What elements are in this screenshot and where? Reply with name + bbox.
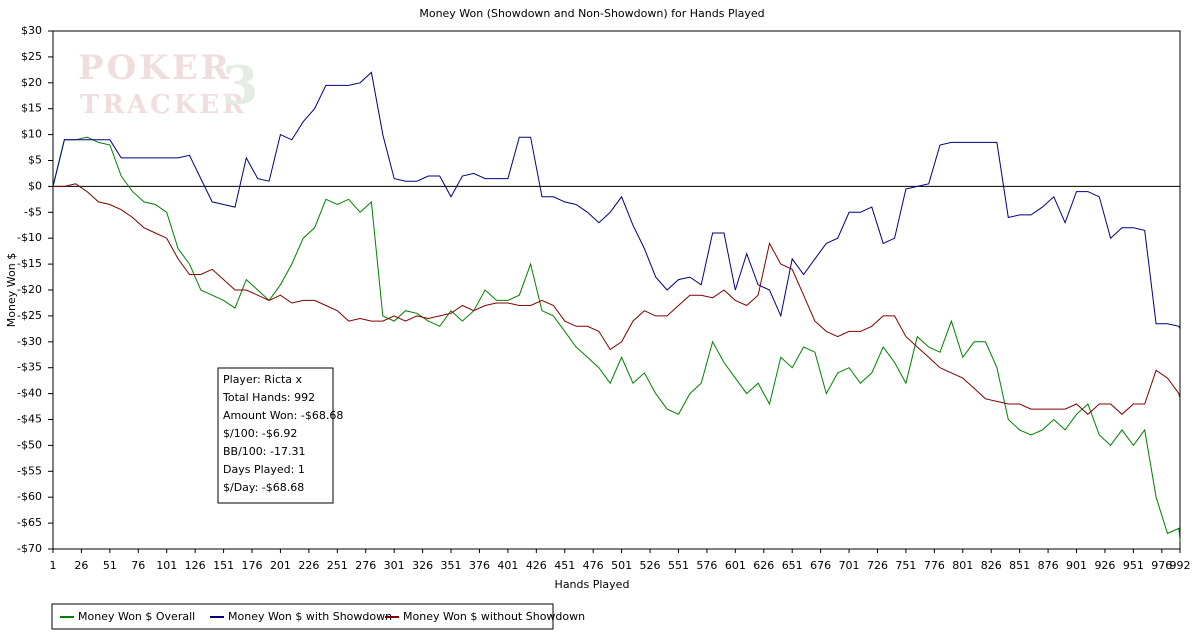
y-tick-label: -$20	[17, 283, 42, 296]
x-tick-label: 751	[895, 559, 916, 572]
y-tick-label: -$40	[17, 387, 42, 400]
x-tick-label: 76	[131, 559, 145, 572]
x-tick-label: 51	[103, 559, 117, 572]
y-tick-label: $5	[28, 154, 42, 167]
x-tick-label: 876	[1038, 559, 1059, 572]
y-tick-label: -$30	[17, 335, 42, 348]
x-tick-label: 701	[839, 559, 860, 572]
x-tick-label: 476	[583, 559, 604, 572]
x-tick-label: 426	[526, 559, 547, 572]
x-tick-label: 801	[952, 559, 973, 572]
y-tick-label: -$50	[17, 438, 42, 451]
x-tick-label: 326	[412, 559, 433, 572]
series-line	[52, 136, 1181, 542]
x-tick-label: 526	[640, 559, 661, 572]
x-tick-label: 951	[1123, 559, 1144, 572]
x-tick-label: 826	[981, 559, 1002, 572]
x-tick-label: 1	[50, 559, 57, 572]
x-tick-label: 601	[725, 559, 746, 572]
x-tick-label: 651	[782, 559, 803, 572]
y-tick-label: -$5	[24, 205, 42, 218]
watermark: 3	[222, 56, 261, 117]
x-tick-label: 26	[74, 559, 88, 572]
y-tick-label: $30	[21, 24, 42, 37]
info-line: Amount Won: -$68.68	[223, 409, 343, 422]
x-tick-label: 551	[668, 559, 689, 572]
info-line: $/100: -$6.92	[223, 427, 297, 440]
info-line: BB/100: -17.31	[223, 445, 305, 458]
x-tick-label: 251	[327, 559, 348, 572]
legend-label: Money Won $ with Showdown	[228, 610, 392, 623]
x-tick-label: 776	[924, 559, 945, 572]
x-axis-label: Hands Played	[555, 578, 630, 591]
x-tick-label: 901	[1066, 559, 1087, 572]
x-tick-label: 201	[270, 559, 291, 572]
info-line: Player: Ricta x	[223, 373, 303, 386]
x-tick-label: 976	[1151, 559, 1172, 572]
chart-title: Money Won (Showdown and Non-Showdown) fo…	[419, 7, 764, 20]
x-tick-label: 151	[213, 559, 234, 572]
x-tick-label: 176	[242, 559, 263, 572]
legend-label: Money Won $ without Showdown	[403, 610, 585, 623]
x-tick-label: 126	[185, 559, 206, 572]
legend-label: Money Won $ Overall	[78, 610, 195, 623]
series-line	[52, 71, 1181, 330]
watermark: TRACKER	[80, 90, 247, 120]
info-box	[217, 367, 334, 504]
y-tick-label: $15	[21, 102, 42, 115]
y-tick-label: $0	[28, 179, 42, 192]
y-tick-label: -$25	[17, 309, 42, 322]
x-tick-label: 726	[867, 559, 888, 572]
info-line: $/Day: -$68.68	[223, 481, 304, 494]
x-tick-label: 451	[554, 559, 575, 572]
x-tick-label: 301	[384, 559, 405, 572]
y-tick-label: -$55	[17, 464, 42, 477]
x-tick-label: 501	[611, 559, 632, 572]
y-tick-label: -$45	[17, 413, 42, 426]
y-tick-label: $10	[21, 128, 42, 141]
x-tick-label: 851	[1009, 559, 1030, 572]
y-axis-label: Money Won $	[5, 253, 18, 327]
x-tick-label: 276	[355, 559, 376, 572]
info-line: Days Played: 1	[223, 463, 305, 476]
y-tick-label: -$70	[17, 542, 42, 555]
x-tick-label: 101	[156, 559, 177, 572]
y-tick-label: -$10	[17, 231, 42, 244]
x-tick-label: 351	[441, 559, 462, 572]
y-tick-label: $25	[21, 50, 42, 63]
x-tick-label: 676	[810, 559, 831, 572]
x-tick-label: 992	[1170, 559, 1191, 572]
y-tick-label: $20	[21, 76, 42, 89]
y-tick-label: -$15	[17, 257, 42, 270]
legend-box	[51, 603, 554, 630]
y-tick-label: -$60	[17, 490, 42, 503]
x-tick-label: 376	[469, 559, 490, 572]
y-tick-label: -$35	[17, 361, 42, 374]
watermark: POKER	[78, 48, 232, 88]
x-tick-label: 626	[753, 559, 774, 572]
x-tick-label: 926	[1094, 559, 1115, 572]
x-tick-label: 576	[696, 559, 717, 572]
x-tick-label: 401	[497, 559, 518, 572]
info-line: Total Hands: 992	[222, 391, 315, 404]
series-line	[53, 183, 1181, 415]
x-tick-label: 226	[298, 559, 319, 572]
y-tick-label: -$65	[17, 516, 42, 529]
